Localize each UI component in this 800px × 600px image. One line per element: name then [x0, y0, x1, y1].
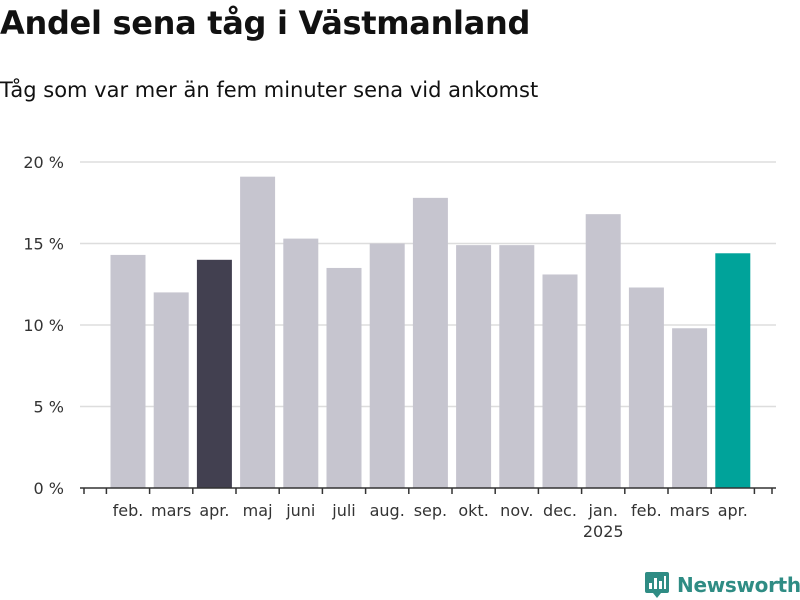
y-tick-labels: 0 % 5 % 10 % 15 % 20 % — [23, 153, 64, 498]
x-tick-label: juli — [331, 501, 355, 520]
x-tick-label: feb. — [631, 501, 662, 520]
bar — [110, 254, 146, 488]
x-tick-label: apr. — [718, 501, 748, 520]
y-tick-label: 5 % — [34, 398, 64, 417]
y-tick-label: 10 % — [23, 316, 64, 335]
bar — [240, 176, 276, 489]
x-tick-label: mars — [151, 501, 191, 520]
bar-chart: 0 % 5 % 10 % 15 % 20 % feb. mars apr. maj juni ju… — [23, 153, 776, 541]
x-tick-label: okt. — [458, 501, 488, 520]
chart-title: Andel sena tåg i Västmanland — [0, 4, 531, 42]
bar — [153, 292, 189, 488]
y-tick-label: 15 % — [23, 235, 64, 254]
bar — [326, 267, 362, 488]
x-tick-label: juni — [285, 501, 315, 520]
brand-name: Newsworthy — [677, 573, 800, 597]
x-tick-label: feb. — [113, 501, 144, 520]
x-tick-label: aug. — [370, 501, 405, 520]
bar — [283, 238, 319, 488]
bar — [542, 274, 578, 488]
chart-subtitle: Tåg som var mer än fem minuter sena vid … — [0, 78, 539, 102]
x-tick-labels: feb. mars apr. maj juni juli aug. sep. okt. nov. d… — [113, 501, 748, 541]
bar — [672, 328, 708, 488]
bar — [456, 245, 492, 488]
bar — [499, 245, 535, 488]
bar — [628, 287, 664, 488]
x-tick-label: maj — [243, 501, 273, 520]
x-tick-label: dec. — [543, 501, 577, 520]
x-axis — [80, 487, 776, 494]
y-tick-label: 0 % — [34, 479, 64, 498]
bar — [585, 214, 621, 488]
y-tick-label: 20 % — [23, 153, 64, 172]
newsworthy-chart-logo-icon — [645, 572, 669, 598]
x-tick-label: nov. — [500, 501, 533, 520]
bars — [110, 176, 751, 489]
bar — [196, 259, 232, 488]
x-tick-label: sep. — [414, 501, 447, 520]
x-year-label: 2025 — [583, 522, 624, 541]
newsworthy-logo: Newsworthy — [644, 570, 800, 600]
x-tick-label: apr. — [199, 501, 229, 520]
x-tick-label: jan. — [587, 501, 617, 520]
bar — [715, 253, 751, 488]
bar — [412, 197, 448, 489]
x-tick-label: mars — [669, 501, 709, 520]
bar — [369, 243, 405, 488]
